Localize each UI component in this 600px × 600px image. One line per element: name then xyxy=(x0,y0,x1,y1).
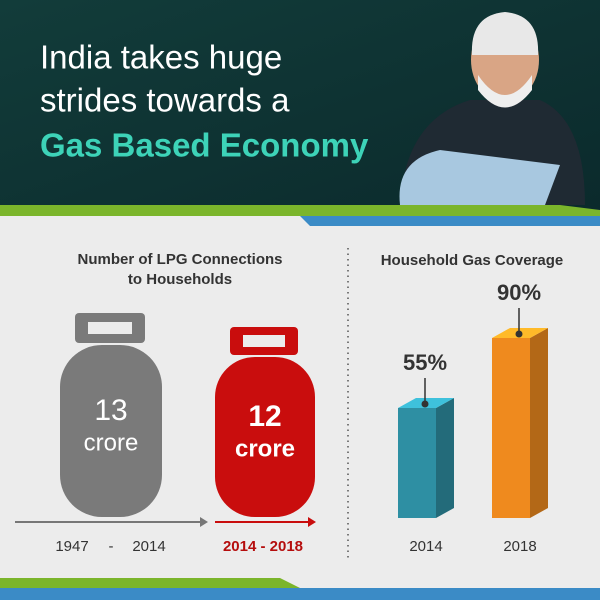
category-label: 2014 xyxy=(409,538,442,555)
section-title: Household Gas Coverage xyxy=(381,252,564,269)
stat-unit: crore xyxy=(235,435,295,462)
leader-dot xyxy=(421,400,429,408)
portrait xyxy=(399,12,585,205)
stat-unit: crore xyxy=(84,429,139,456)
stat-number: 12 xyxy=(248,400,281,433)
stripe xyxy=(300,216,600,226)
stat-number: 13 xyxy=(94,394,127,427)
leader-dot xyxy=(515,330,523,338)
stripe xyxy=(0,578,300,588)
section-title: Number of LPG Connections xyxy=(77,251,282,268)
title-line: India takes huge xyxy=(40,39,282,76)
value-label: 55% xyxy=(403,350,447,375)
arrow-head xyxy=(200,517,208,527)
cylinder xyxy=(60,313,162,517)
bar-side xyxy=(436,398,454,518)
period: 1947 xyxy=(55,538,88,555)
title-highlight: Gas Based Economy xyxy=(40,127,369,164)
title-line: strides towards a xyxy=(40,82,290,119)
section-title: to Households xyxy=(128,271,232,288)
bar-side xyxy=(530,328,548,518)
bar-front xyxy=(492,338,530,518)
bar-front xyxy=(398,408,436,518)
stripe xyxy=(0,588,600,600)
period: 2014 - 2018 xyxy=(223,538,303,555)
cylinder xyxy=(215,327,315,517)
value-label: 90% xyxy=(497,280,541,305)
arrow-head xyxy=(308,517,316,527)
period: 2014 xyxy=(132,538,165,555)
period: - xyxy=(109,538,114,555)
category-label: 2018 xyxy=(503,538,536,555)
stripe xyxy=(0,205,600,216)
